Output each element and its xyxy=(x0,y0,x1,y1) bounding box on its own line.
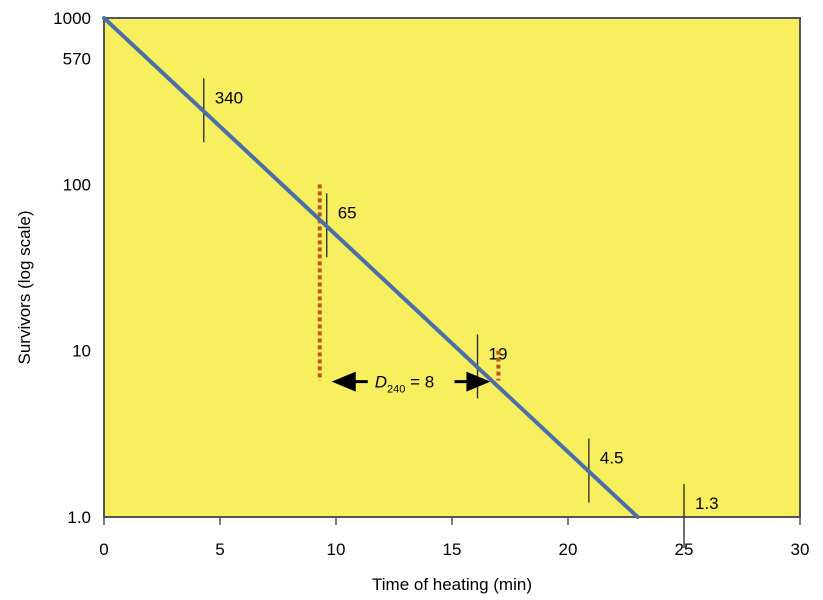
marker-label: 1.3 xyxy=(695,494,719,513)
d-value-annotation: D240 = 8 xyxy=(317,184,501,396)
y-tick-label: 100 xyxy=(63,175,91,194)
survivor-line xyxy=(102,16,640,519)
y-tick-label: 570 xyxy=(63,50,91,69)
arrow-right-icon xyxy=(466,371,491,392)
x-tick-label: 10 xyxy=(327,540,346,559)
marker-label: 4.5 xyxy=(600,448,624,467)
y-tick-label: 1000 xyxy=(53,9,91,28)
x-tick-label: 0 xyxy=(99,540,108,559)
y-tick-label: 1.0 xyxy=(67,508,91,527)
axis-ticks: 0 5 10 15 20 25 30 1.0 10 100 570 1000 xyxy=(53,9,809,559)
d-value-label: D240 = 8 xyxy=(375,373,434,396)
markers-layer: 34065194.51.3 xyxy=(203,78,719,548)
marker-label: 340 xyxy=(215,88,243,107)
x-tick-label: 15 xyxy=(443,540,462,559)
x-tick-label: 30 xyxy=(791,540,810,559)
marker-label: 65 xyxy=(338,203,357,222)
x-tick-label: 25 xyxy=(675,540,694,559)
x-tick-label: 5 xyxy=(215,540,224,559)
plot-area xyxy=(103,17,801,518)
x-tick-label: 20 xyxy=(559,540,578,559)
y-tick-label: 10 xyxy=(72,342,91,361)
x-axis-title: Time of heating (min) xyxy=(372,575,532,594)
arrow-left-icon xyxy=(331,371,356,392)
y-axis-title: Survivors (log scale) xyxy=(15,211,34,365)
